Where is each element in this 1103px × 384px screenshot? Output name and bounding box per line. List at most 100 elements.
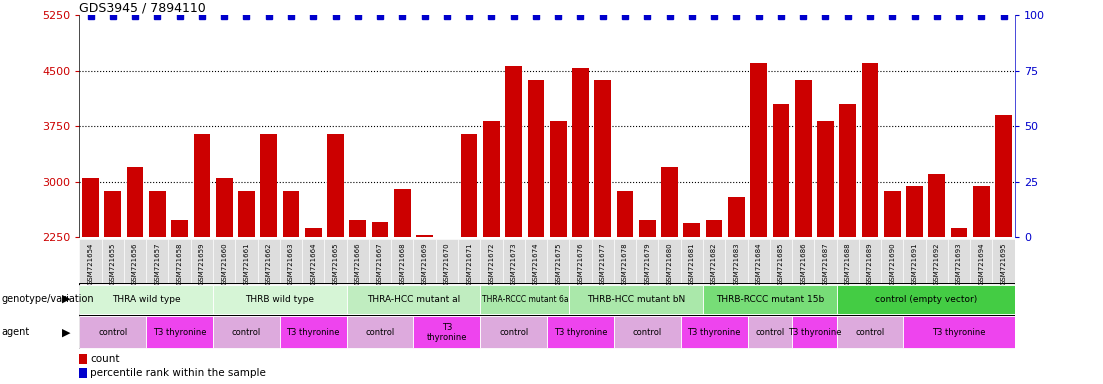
Bar [147,239,169,283]
Bar [661,167,678,237]
Bar [480,285,569,314]
Bar [436,239,458,283]
Text: THRB-RCCC mutant 15b: THRB-RCCC mutant 15b [716,295,824,304]
Text: GSM721686: GSM721686 [800,243,806,285]
Text: control: control [633,328,662,337]
Bar [907,185,923,237]
Bar [550,121,567,237]
Bar [636,239,658,283]
Text: GSM721684: GSM721684 [756,243,762,285]
Bar [280,239,302,283]
Bar [372,222,388,237]
Bar [572,68,589,237]
Text: genotype/variation: genotype/variation [1,294,94,304]
Text: T3 thyronine: T3 thyronine [153,328,206,337]
Bar [149,192,165,237]
Text: agent: agent [1,327,30,337]
Bar [258,239,280,283]
Bar [750,63,767,237]
Bar [884,192,901,237]
Bar [569,239,591,283]
Text: control: control [499,328,528,337]
Text: GSM721669: GSM721669 [421,243,428,285]
Text: GSM721657: GSM721657 [154,243,160,285]
Bar [213,285,346,314]
Text: GSM721685: GSM721685 [778,243,784,285]
Text: GSM721670: GSM721670 [443,243,450,285]
Bar [726,239,748,283]
Text: THRB wild type: THRB wild type [245,295,314,304]
Text: GSM721674: GSM721674 [533,243,539,285]
Text: GSM721677: GSM721677 [600,243,606,285]
Bar [213,316,280,348]
Text: THRA-RCCC mutant 6a: THRA-RCCC mutant 6a [482,295,568,304]
Text: GSM721690: GSM721690 [889,243,896,285]
Text: GSM721666: GSM721666 [355,243,361,285]
Bar [639,220,655,237]
Text: GSM721656: GSM721656 [132,243,138,285]
Text: T3 thyronine: T3 thyronine [554,328,608,337]
Bar [480,239,503,283]
Text: T3 thyronine: T3 thyronine [788,328,842,337]
Text: GSM721664: GSM721664 [310,243,317,285]
Bar [770,239,792,283]
Text: GSM721660: GSM721660 [222,243,227,285]
Bar [346,316,414,348]
Text: ▶: ▶ [62,327,71,337]
Text: GSM721667: GSM721667 [377,243,383,285]
Text: GSM721675: GSM721675 [555,243,561,285]
Bar [973,185,989,237]
Bar [527,80,544,237]
Bar [79,285,213,314]
Text: GSM721680: GSM721680 [666,243,673,285]
Text: THRA-HCC mutant al: THRA-HCC mutant al [367,295,460,304]
Bar [971,239,993,283]
Text: GSM721694: GSM721694 [978,243,984,285]
Bar [658,239,681,283]
Bar [216,178,233,237]
Bar [414,239,436,283]
Bar [483,121,500,237]
Text: GSM721671: GSM721671 [467,243,472,285]
Text: count: count [90,354,120,364]
Bar [238,192,255,237]
Bar [772,104,790,237]
Bar [547,316,614,348]
Text: T3 thyronine: T3 thyronine [932,328,986,337]
Bar [260,134,277,237]
Bar [458,239,480,283]
Text: T3
thyronine: T3 thyronine [427,323,468,341]
Bar [525,239,547,283]
Bar [394,189,410,237]
Bar [569,285,703,314]
Bar [171,220,188,237]
Bar [995,115,1011,237]
Text: ▶: ▶ [62,294,71,304]
Bar [591,239,614,283]
Bar [213,239,235,283]
Bar [79,239,101,283]
Bar [993,239,1015,283]
Bar [728,197,745,237]
Bar [193,134,211,237]
Bar [861,63,878,237]
Text: control: control [856,328,885,337]
Text: GSM721678: GSM721678 [622,243,628,285]
Bar [79,368,87,378]
Bar [282,192,299,237]
Bar [836,239,859,283]
Bar [614,316,681,348]
Bar [817,121,834,237]
Text: control: control [232,328,261,337]
Bar [414,316,480,348]
Bar [703,285,836,314]
Bar [124,239,147,283]
Text: GSM721693: GSM721693 [956,243,962,285]
Text: GSM721688: GSM721688 [845,243,850,285]
Text: control: control [98,328,128,337]
Text: control (empty vector): control (empty vector) [875,295,977,304]
Text: GSM721659: GSM721659 [199,243,205,285]
Text: GSM721672: GSM721672 [489,243,494,285]
Bar [859,239,881,283]
Bar [792,316,836,348]
